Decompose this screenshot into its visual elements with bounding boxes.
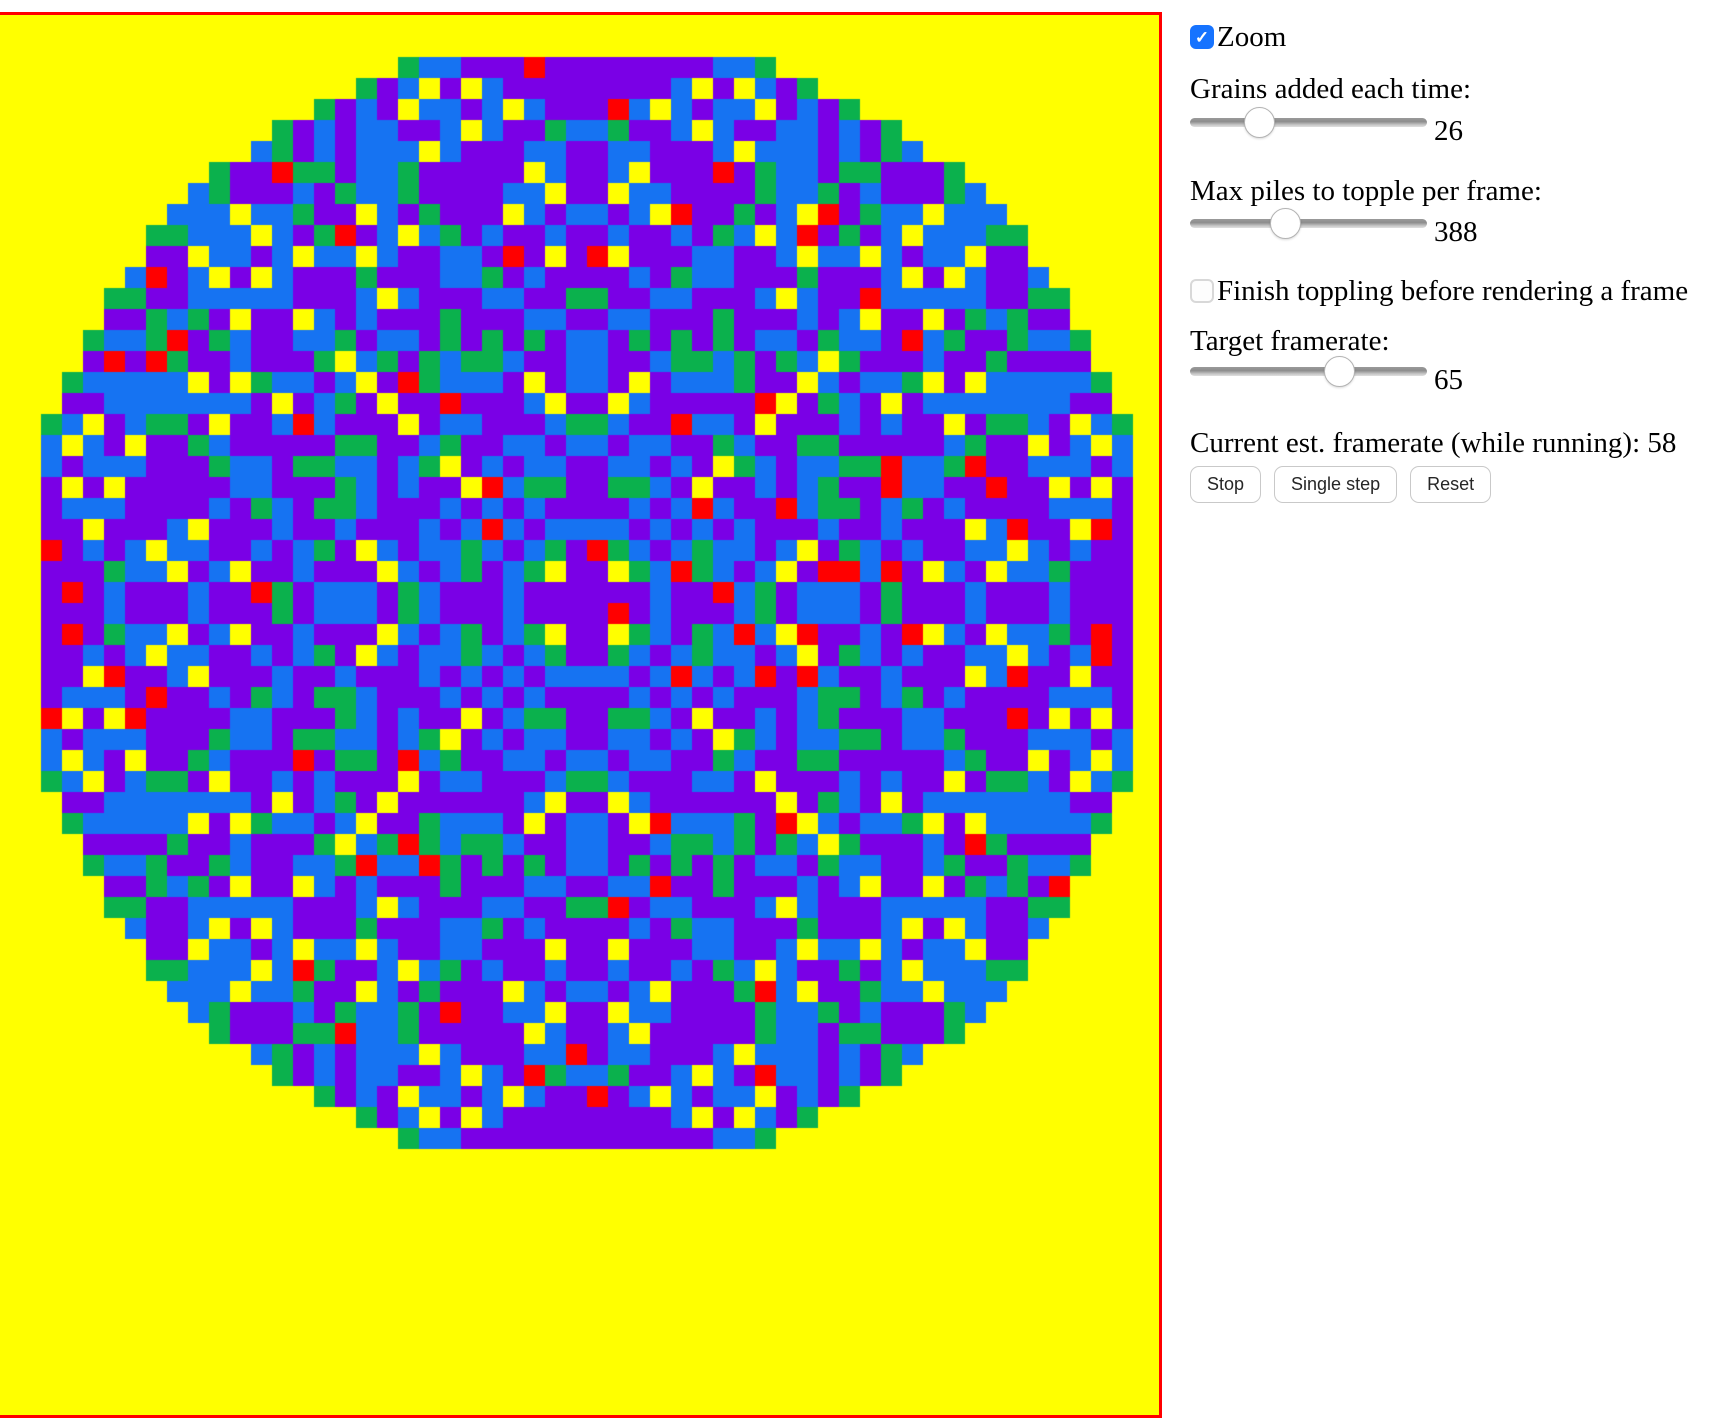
grains-slider-row: 26 — [1190, 106, 1463, 148]
slider-track[interactable] — [1190, 367, 1427, 376]
current-framerate-text: Current est. framerate (while running): … — [1190, 427, 1677, 459]
max-topple-slider-label: Max piles to topple per frame: — [1190, 175, 1542, 207]
grains-slider-label: Grains added each time: — [1190, 73, 1472, 105]
sandpile-canvas[interactable] — [0, 15, 1159, 1191]
slider-thumb[interactable] — [1269, 208, 1301, 239]
finish-toppling-label: Finish toppling before rendering a frame — [1217, 275, 1689, 307]
finish-checkbox-row: Finish toppling before rendering a frame — [1190, 274, 1688, 308]
max-topple-slider[interactable] — [1190, 207, 1427, 240]
slider-thumb[interactable] — [1323, 356, 1355, 387]
stop-button[interactable]: Stop — [1190, 466, 1262, 503]
sandpile-frame — [0, 12, 1162, 1418]
reset-button[interactable]: Reset — [1410, 466, 1492, 503]
finish-toppling-checkbox[interactable] — [1190, 279, 1214, 303]
zoom-checkbox[interactable]: ✓ — [1190, 25, 1214, 49]
slider-track[interactable] — [1190, 118, 1427, 127]
single-step-button[interactable]: Single step — [1274, 466, 1398, 503]
grains-slider[interactable] — [1190, 106, 1427, 139]
slider-track[interactable] — [1190, 219, 1427, 228]
max-topple-slider-row: 388 — [1190, 207, 1478, 249]
zoom-checkbox-label: Zoom — [1217, 21, 1287, 53]
slider-thumb[interactable] — [1243, 107, 1275, 138]
framerate-slider-row: 65 — [1190, 355, 1463, 397]
max-topple-slider-value: 388 — [1434, 216, 1478, 248]
framerate-slider-value: 65 — [1434, 364, 1463, 396]
buttons-row: Stop Single step Reset — [1190, 466, 1492, 503]
framerate-slider[interactable] — [1190, 355, 1427, 388]
framerate-slider-label: Target framerate: — [1190, 325, 1390, 357]
zoom-checkbox-row: ✓ Zoom — [1190, 20, 1286, 54]
grains-slider-value: 26 — [1434, 115, 1463, 147]
checkmark-icon: ✓ — [1194, 27, 1210, 47]
